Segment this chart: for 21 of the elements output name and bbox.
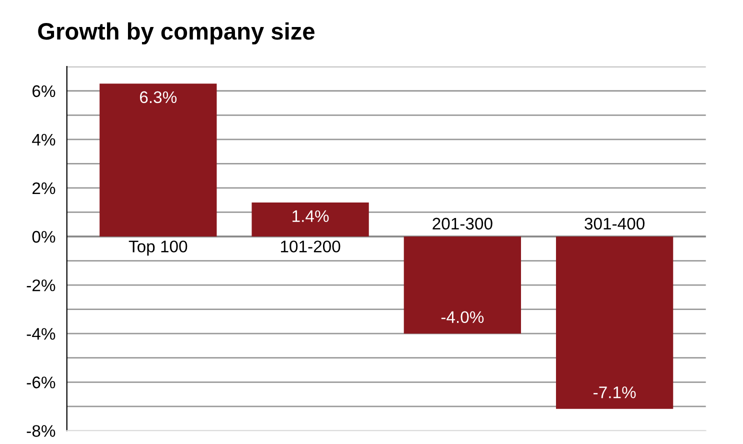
data-label: 1.4% — [292, 210, 329, 222]
data-label: -4.0% — [441, 311, 484, 324]
y-tick-label: -4% — [26, 328, 56, 340]
bar — [252, 202, 369, 237]
y-tick-label: -2% — [26, 279, 56, 292]
y-tick-label: 2% — [32, 182, 56, 194]
bar — [100, 84, 217, 237]
data-label: -7.1% — [594, 386, 636, 398]
y-tick-label: -6% — [26, 376, 56, 388]
y-tick-label: 6% — [32, 85, 56, 98]
data-label: 6.3% — [140, 91, 177, 104]
x-tick-label: 301-400 — [584, 218, 644, 230]
chart-title: Growth by company size — [38, 22, 314, 44]
y-tick-label: -8% — [26, 425, 56, 437]
bar — [404, 236, 521, 334]
x-tick-label: 201-300 — [432, 218, 492, 230]
y-tick-label: 4% — [32, 134, 56, 146]
x-tick-label: 101-200 — [280, 240, 340, 252]
x-tick-label: Top 100 — [128, 240, 188, 256]
bar — [556, 236, 674, 409]
y-tick-label: 0% — [32, 230, 56, 243]
